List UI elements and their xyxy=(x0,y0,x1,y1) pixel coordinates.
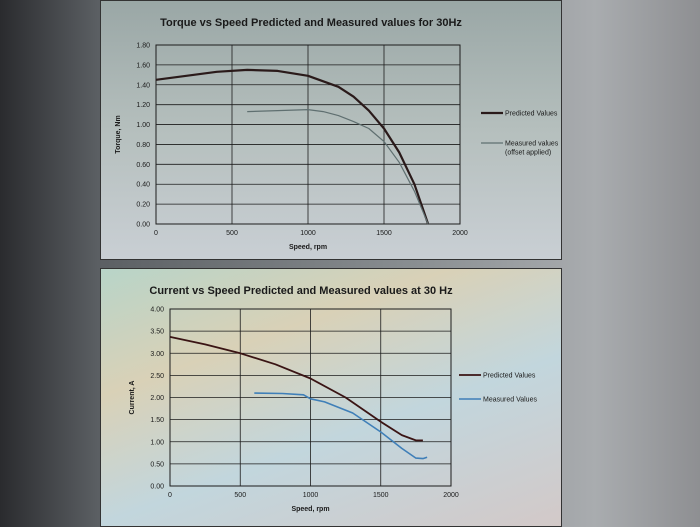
x-tick-label: 0 xyxy=(154,230,158,237)
x-tick-label: 500 xyxy=(226,230,238,237)
legend-label-1: Measured Values xyxy=(483,397,537,404)
y-tick-label: 1.60 xyxy=(136,62,150,69)
y-tick-label: 3.00 xyxy=(150,351,164,358)
y-tick-label: 0.40 xyxy=(136,182,150,189)
y-tick-label: 4.00 xyxy=(150,307,164,314)
y-tick-label: 0.20 xyxy=(136,202,150,209)
plot-area xyxy=(155,44,461,225)
y-tick-label: 1.40 xyxy=(136,82,150,89)
legend-label-0: Predicted Values xyxy=(505,111,558,118)
torque-chart: Torque vs Speed Predicted and Measured v… xyxy=(115,17,559,251)
series-line-0 xyxy=(169,336,423,442)
x-tick-label: 1000 xyxy=(300,230,316,237)
y-tick-label: 0.60 xyxy=(136,162,150,169)
series-line-0 xyxy=(155,68,430,225)
y-axis-label: Torque, Nm xyxy=(115,115,122,153)
y-axis-label: Current, A xyxy=(129,381,136,415)
x-tick-label: 1500 xyxy=(376,230,392,237)
y-tick-label: 2.50 xyxy=(150,373,164,380)
y-tick-label: 1.80 xyxy=(136,43,150,50)
current-chart: Current vs Speed Predicted and Measured … xyxy=(129,285,537,513)
y-tick-label: 0.00 xyxy=(136,222,150,229)
x-tick-label: 0 xyxy=(168,492,172,499)
y-tick-label: 1.00 xyxy=(150,439,164,446)
chart-title: Current vs Speed Predicted and Measured … xyxy=(149,285,453,297)
x-tick-label: 1000 xyxy=(303,492,319,499)
current-chart-panel: Current vs Speed Predicted and Measured … xyxy=(100,268,562,527)
x-tick-label: 500 xyxy=(234,492,246,499)
series-line-1 xyxy=(247,108,429,225)
series-line-1 xyxy=(254,392,428,460)
legend-label-1: Measured values (offset applied) xyxy=(505,141,559,157)
y-tick-label: 1.50 xyxy=(150,417,164,424)
chart-title: Torque vs Speed Predicted and Measured v… xyxy=(160,17,462,29)
y-tick-label: 0.50 xyxy=(150,461,164,468)
x-axis-label: Speed, rpm xyxy=(289,244,327,251)
plot-area xyxy=(169,308,452,487)
x-tick-label: 2000 xyxy=(452,230,468,237)
y-tick-label: 0.80 xyxy=(136,142,150,149)
y-tick-label: 1.00 xyxy=(136,122,150,129)
legend-label-0: Predicted Values xyxy=(483,373,536,380)
y-tick-label: 2.00 xyxy=(150,395,164,402)
x-axis-label: Speed, rpm xyxy=(291,506,329,513)
y-tick-label: 3.50 xyxy=(150,329,164,336)
torque-chart-panel: Torque vs Speed Predicted and Measured v… xyxy=(100,0,562,260)
x-tick-label: 1500 xyxy=(373,492,389,499)
y-tick-label: 0.00 xyxy=(150,484,164,491)
x-tick-label: 2000 xyxy=(443,492,459,499)
y-tick-label: 1.20 xyxy=(136,102,150,109)
